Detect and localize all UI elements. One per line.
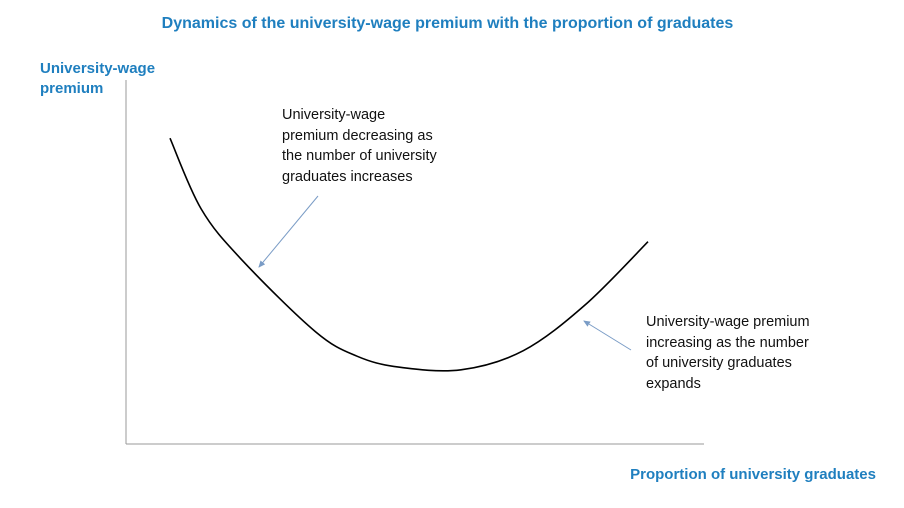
annotation-arrow-increasing [583, 320, 632, 351]
annotation-decreasing: University-wage premium decreasing as th… [282, 105, 437, 187]
annotation-decreasing-line-2: premium decreasing as [282, 127, 433, 144]
annotation-increasing-line-2: increasing as the number [646, 334, 809, 351]
annotation-decreasing-line-1: University-wage [282, 107, 386, 123]
premium-curve [169, 137, 649, 372]
y-axis-label-line-2: premium [40, 80, 104, 97]
x-axis-label: Proportion of university graduates [630, 466, 876, 483]
annotation-increasing-line-3: of university graduates [646, 355, 792, 371]
annotation-arrow-decreasing [258, 195, 319, 268]
annotation-decreasing-line-4: graduates increases [282, 168, 413, 185]
y-axis-label: University-wage premium [40, 59, 155, 99]
annotation-decreasing-line-3: the number of university [282, 148, 437, 164]
annotation-increasing-line-4: expands [646, 375, 701, 392]
annotation-increasing-line-1: University-wage premium [646, 314, 810, 330]
annotation-increasing: University-wage premium increasing as th… [646, 312, 810, 394]
y-axis-label-line-1: University-wage [40, 60, 156, 77]
chart-title: Dynamics of the university-wage premium … [161, 15, 734, 32]
